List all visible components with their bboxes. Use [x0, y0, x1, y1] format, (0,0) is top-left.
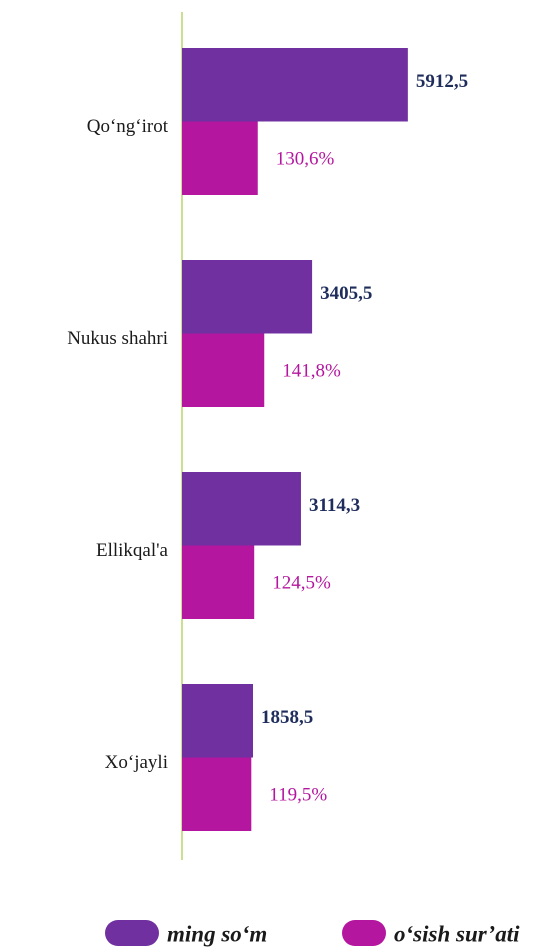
value-label: 3405,5: [320, 283, 372, 304]
category-label: Xo‘jayli: [105, 752, 168, 773]
legend-label: ming so‘m: [167, 921, 267, 946]
value-label: 5912,5: [416, 71, 468, 92]
category-label: Qo‘ng‘irot: [87, 116, 169, 137]
legend-label: o‘sish sur’ati: [394, 921, 520, 946]
value-label: 1858,5: [261, 707, 313, 728]
value-label: 124,5%: [272, 573, 331, 594]
legend-swatch: [342, 920, 386, 946]
bar: [182, 684, 253, 758]
bar: [182, 121, 258, 195]
bar: [182, 48, 408, 122]
value-label: 119,5%: [269, 785, 327, 806]
value-label: 141,8%: [282, 361, 341, 382]
bar: [182, 333, 265, 407]
value-label: 130,6%: [276, 149, 335, 170]
category-label: Nukus shahri: [67, 328, 168, 349]
category-label: Ellikqal'a: [96, 540, 169, 561]
legend-swatch: [105, 920, 159, 946]
bar: [182, 757, 252, 831]
bar: [182, 472, 301, 546]
value-label: 3114,3: [309, 495, 360, 516]
bar: [182, 545, 255, 619]
bar: [182, 260, 313, 334]
